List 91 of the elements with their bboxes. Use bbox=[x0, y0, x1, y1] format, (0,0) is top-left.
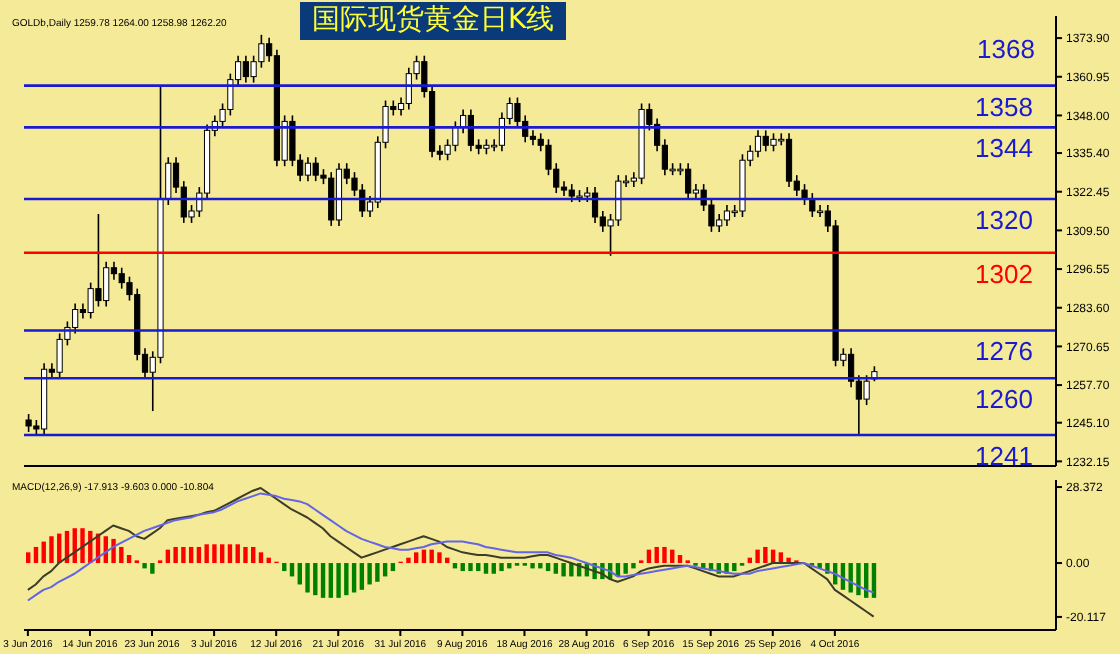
bar bbox=[367, 563, 372, 585]
bar bbox=[142, 563, 147, 569]
ref-line-label: 1260 bbox=[975, 384, 1033, 415]
bar bbox=[111, 538, 116, 564]
candlestick bbox=[809, 192, 816, 218]
bar bbox=[437, 552, 442, 564]
bar bbox=[181, 546, 186, 564]
candlestick bbox=[87, 281, 94, 320]
bar bbox=[26, 552, 31, 564]
bar bbox=[173, 546, 178, 564]
candlestick bbox=[312, 156, 319, 182]
bar bbox=[188, 546, 194, 564]
candlestick bbox=[785, 132, 793, 188]
annotation: 1368 bbox=[976, 34, 1036, 64]
candlestick bbox=[615, 174, 622, 227]
bar bbox=[204, 544, 209, 564]
bar bbox=[212, 544, 217, 564]
candlestick bbox=[723, 204, 731, 227]
candlestick bbox=[103, 260, 110, 308]
bar bbox=[196, 546, 202, 564]
ref-line-label: 1241 bbox=[975, 440, 1033, 471]
candlestick bbox=[258, 34, 265, 69]
candlestick bbox=[304, 156, 312, 182]
ref-line-label: 1276 bbox=[975, 336, 1033, 367]
bar bbox=[499, 563, 504, 572]
ref-line-label: 1358 bbox=[975, 91, 1033, 122]
candlestick bbox=[95, 213, 102, 308]
bar bbox=[538, 563, 543, 569]
bar bbox=[336, 563, 341, 598]
candlestick bbox=[762, 129, 769, 153]
candlestick bbox=[529, 129, 537, 147]
bar bbox=[359, 563, 365, 590]
bar bbox=[150, 563, 155, 574]
bar bbox=[561, 563, 566, 577]
bar bbox=[755, 549, 760, 564]
bar bbox=[390, 563, 396, 572]
candlestick bbox=[72, 302, 79, 335]
bar bbox=[227, 544, 233, 564]
candlestick bbox=[328, 171, 335, 227]
bar bbox=[483, 563, 489, 574]
bar bbox=[305, 563, 310, 593]
bar bbox=[677, 555, 683, 564]
ref-line-label: 1344 bbox=[975, 133, 1033, 164]
bar bbox=[662, 546, 667, 564]
bar bbox=[413, 552, 419, 564]
candlestick bbox=[863, 374, 870, 406]
bar bbox=[732, 563, 737, 572]
bar bbox=[375, 563, 380, 582]
bar bbox=[80, 528, 85, 564]
bar bbox=[33, 546, 39, 564]
bar bbox=[344, 563, 349, 596]
bar bbox=[251, 546, 256, 564]
bar bbox=[243, 546, 248, 564]
candlestick bbox=[56, 332, 63, 380]
bar bbox=[763, 546, 768, 564]
bar bbox=[351, 563, 357, 593]
bar bbox=[856, 563, 861, 596]
bar bbox=[468, 563, 473, 572]
candlestick bbox=[754, 129, 762, 159]
bar bbox=[49, 536, 54, 564]
candlestick bbox=[242, 54, 249, 84]
bar bbox=[491, 563, 496, 574]
candlestick bbox=[118, 266, 125, 290]
bar bbox=[623, 563, 628, 574]
bar bbox=[219, 544, 225, 564]
bar bbox=[328, 563, 334, 598]
bar bbox=[545, 563, 551, 572]
line-series bbox=[26, 492, 875, 602]
bar bbox=[429, 549, 434, 564]
bar bbox=[631, 563, 636, 569]
bar bbox=[235, 544, 240, 564]
bar bbox=[476, 563, 481, 572]
bar bbox=[569, 563, 574, 577]
chart-title: 国际现货黄金日K线 bbox=[300, 2, 567, 40]
bar bbox=[460, 563, 465, 572]
bar bbox=[119, 546, 124, 564]
bar bbox=[553, 563, 559, 574]
bar bbox=[320, 563, 326, 598]
bar bbox=[313, 563, 318, 596]
bar bbox=[126, 555, 132, 564]
candlestick bbox=[359, 183, 366, 218]
bar bbox=[654, 546, 659, 564]
bar bbox=[282, 563, 287, 572]
bar bbox=[406, 557, 411, 564]
ref-line-label: 1302 bbox=[975, 258, 1033, 289]
candlestick bbox=[685, 162, 692, 200]
bar bbox=[848, 563, 853, 593]
ref-line-label: 1320 bbox=[975, 205, 1033, 236]
bar bbox=[258, 552, 264, 564]
candlestick bbox=[591, 186, 599, 224]
bar bbox=[530, 563, 535, 569]
